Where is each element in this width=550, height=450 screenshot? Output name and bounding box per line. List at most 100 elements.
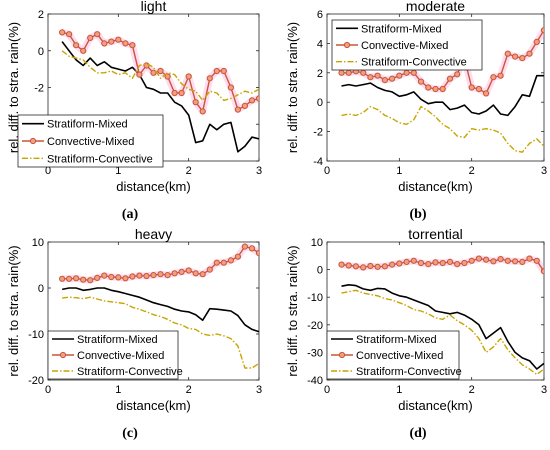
panel-b-y-tick-label: 0 [317, 97, 323, 109]
panel-a-point [178, 89, 185, 97]
panel-d-point [389, 261, 396, 268]
panel-a-x-tick-label: 2 [186, 165, 192, 177]
panel-a-point [164, 73, 171, 80]
panel-a-point [59, 29, 66, 36]
panel-b-point [504, 50, 511, 57]
panel-b-point [454, 71, 461, 78]
panel-d-series-line-3 [341, 289, 544, 376]
panel-a-point [206, 75, 213, 82]
panel-d-caption: (d) [409, 426, 426, 441]
panel-b-point [446, 75, 454, 82]
panel-b-point [360, 69, 367, 76]
panel-c-caption: (c) [122, 426, 138, 441]
panel-a-point [171, 89, 178, 97]
panel-d-point [410, 257, 417, 264]
panel-d-point [396, 260, 403, 267]
panel-b-x-tick-label: 2 [469, 165, 475, 177]
panel-b-point [417, 78, 425, 85]
panel-b-legend-label: Stratiform-Mixed [361, 23, 442, 35]
panel-a-y-axis-label: rel. diff. to stra. rain(%) [6, 22, 21, 153]
panel-c-series-line-1 [61, 287, 259, 333]
panel-a-series-line-3 [61, 50, 259, 102]
panel-b-y-tick-label: 6 [317, 9, 323, 21]
panel-b-point [533, 38, 540, 46]
panel-a-point [73, 42, 80, 49]
panel-c-point [164, 272, 171, 279]
panel-b-legend: Stratiform-Mixed Convective-Mixed Stratifo… [331, 19, 483, 71]
panel-b-point [345, 69, 352, 76]
panel-a-title: light [141, 0, 167, 14]
panel-d-x-tick-label: 2 [469, 384, 475, 396]
panel-b-y-tick-label: -2 [313, 127, 323, 139]
panel-d-point [360, 264, 367, 271]
panel-d-legend-label: Stratiform-Convective [356, 366, 462, 378]
panel-b-caption: (b) [409, 207, 426, 222]
panel-d-point [497, 256, 504, 263]
panel-c-point [66, 275, 73, 282]
panel-d-x-tick-label: 0 [324, 384, 330, 396]
panel-b: moderate 0 1 2 3 6 4 2 0 -2 -4 distance(km) rel. dif… [285, 0, 547, 194]
panel-b-x-tick-label: 1 [396, 165, 402, 177]
panel-b-point [475, 85, 482, 93]
panel-d-point [374, 263, 381, 270]
panel-c-point [248, 245, 256, 252]
panel-a-legend-label: Convective-Mixed [47, 136, 134, 148]
panel-d-legend-marker [338, 351, 346, 359]
panel-c-point [108, 273, 115, 281]
panel-b-point [512, 53, 519, 60]
panel-c-legend-label: Convective-Mixed [77, 350, 164, 362]
panel-a-point [213, 67, 220, 75]
panel-a-point [157, 67, 164, 75]
panel-d-y-tick-label: 10 [311, 237, 323, 249]
panel-b-series-line-3 [341, 105, 544, 153]
panel-a-point [80, 47, 87, 54]
panel-c-x-axis-label: distance(km) [116, 398, 190, 413]
panel-a-legend-label: Stratiform-Convective [47, 153, 153, 165]
panel-c-x-tick-label: 3 [256, 384, 262, 396]
panel-d-y-tick-label: -40 [307, 375, 323, 387]
panel-d-point [475, 255, 482, 262]
panel-d-y-tick-label: -20 [307, 320, 323, 332]
panel-d-data [338, 255, 544, 376]
panel-d-point [504, 257, 511, 264]
panel-d-point [439, 259, 446, 267]
panel-a-point [150, 69, 157, 76]
panel-a-series-line-1 [61, 41, 259, 153]
panel-c-point [101, 272, 108, 279]
panel-b-data [338, 27, 544, 153]
panel-c-point [136, 272, 143, 279]
panel-a-point [94, 31, 101, 38]
panel-a-point [136, 71, 143, 78]
panel-a-x-axis-label: distance(km) [116, 179, 190, 194]
panel-b-point [381, 77, 388, 84]
panel-b-y-tick-label: 4 [317, 38, 323, 50]
panel-c-point [171, 270, 178, 277]
panel-d: torrential 0 1 2 3 10 0 -10 -20 -30 -40 distance(km… [285, 226, 547, 413]
panel-c-point [157, 271, 164, 278]
panel-a-x-tick-label: 1 [115, 165, 121, 177]
panel-c-point [234, 253, 241, 260]
panel-d-point [425, 261, 432, 268]
panel-b-legend-label: Convective-Mixed [361, 40, 448, 52]
panel-d-y-tick-label: -10 [307, 292, 323, 304]
panel-c-point [80, 276, 87, 283]
panel-a-point [185, 73, 192, 80]
panel-d-point [403, 258, 410, 265]
panel-a-point [199, 108, 206, 115]
panel-d-point [367, 262, 374, 270]
panel-a-point [248, 97, 256, 104]
panel-c-y-tick-label: -20 [28, 375, 44, 387]
panel-c-y-axis-label: rel. diff. to stra. rain(%) [6, 245, 21, 376]
panel-d-point [533, 257, 540, 264]
panel-a-point [122, 40, 129, 47]
panel-b-point [483, 90, 490, 97]
panel-d-point [468, 257, 475, 264]
panel-a-point [115, 36, 122, 43]
panel-c-point [199, 271, 206, 278]
panel-c-x-tick-label: 2 [186, 384, 192, 396]
panel-c-point [227, 257, 234, 264]
panel-b-series-line-1 [341, 74, 544, 117]
panel-c: heavy 0 1 2 3 10 0 -10 -20 distance(km) rel. diff.… [6, 226, 262, 413]
panel-c-legend-label: Stratiform-Mixed [77, 334, 158, 346]
